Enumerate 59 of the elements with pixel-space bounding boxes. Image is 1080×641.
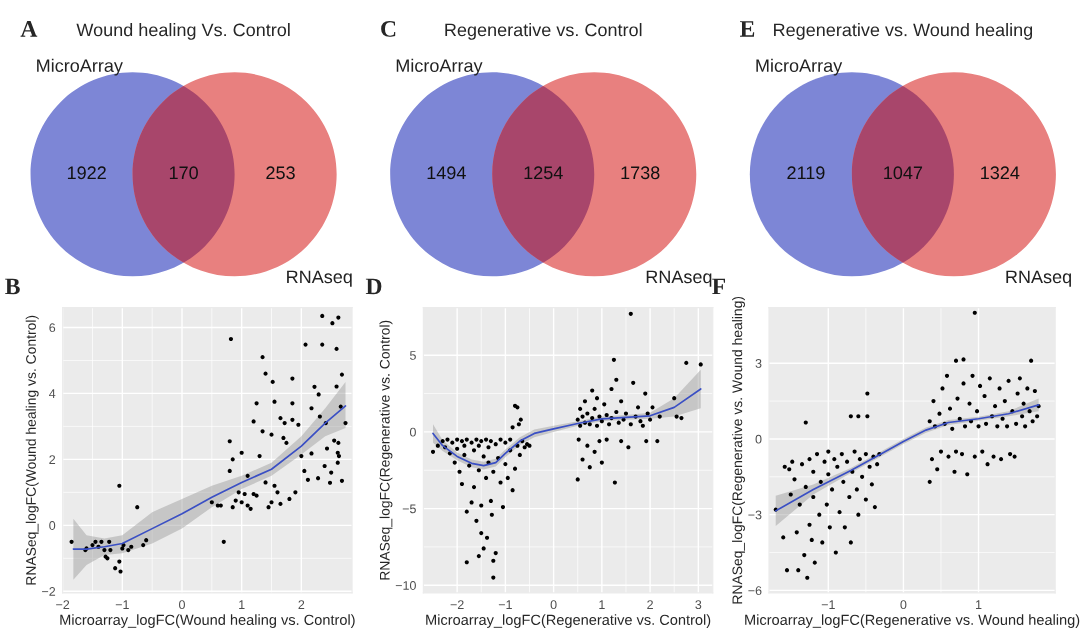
text: D [365,278,382,295]
data-label: 2119 [787,166,825,180]
x-tick-label: −2 [450,600,464,609]
line-series [774,404,1040,512]
text: Wound healing Vs. Control [76,23,290,40]
category-label: RNAseq [1006,270,1071,287]
data-label: 1047 [884,166,923,180]
y-axis-title: RNASeq_logFC(Wound healing vs. Control) [25,315,39,585]
y-tick-label: −10 [395,581,416,590]
x-tick-label: 1 [239,600,245,609]
x-axis-title: Microarray_logFC(Regenerative vs. Wound healing) [745,614,1080,628]
category-label: MicroArray [396,58,483,76]
text: Regenerative vs. Control [445,23,642,40]
text: Regenerative vs. Wound healing [774,23,1033,40]
x-tick-label: 2 [647,600,653,609]
text: A [20,21,38,37]
line-series [432,388,702,467]
x-tick-label: 1 [599,600,605,609]
data-label: 1254 [524,166,563,180]
category-label: RNAseq [646,270,712,287]
y-tick-label: 6 [49,323,56,333]
x-tick-label: 2 [298,600,305,609]
category-label: MicroArray [37,58,123,76]
text: B [5,278,20,295]
y-tick-label: −6 [748,586,762,596]
x-tick-label: −2 [56,600,70,609]
x-tick-label: 1 [976,600,982,609]
data-label: 1738 [621,166,660,180]
y-tick-label: 3 [755,359,762,368]
y-tick-label: 2 [49,455,56,464]
data-label: 170 [169,166,198,180]
x-tick-label: 0 [550,600,557,610]
y-axis-title: RNASeq_logFC(Regenerative vs. Wound healing) [732,296,745,604]
y-tick-label: 4 [49,389,56,398]
x-tick-label: 0 [179,600,185,610]
x-axis-title: Microarray_logFC(Regenerative vs. Control) [426,614,711,628]
y-tick-label: 0 [755,434,762,444]
category-label: MicroArray [756,58,843,76]
x-tick-label: −1 [115,600,129,609]
data-label: 1922 [67,166,106,180]
data-label: 253 [266,166,295,180]
data-label: 1494 [427,166,466,180]
y-tick-label: −5 [402,504,416,514]
category-label: RNAseq [287,270,352,287]
x-tick-label: 0 [900,600,907,610]
text: C [381,21,396,37]
x-axis-title: Microarray_logFC(Wound healing vs. Control) [60,614,355,628]
y-tick-label: −3 [748,510,762,520]
text: E [740,21,755,37]
y-tick-label: 5 [409,351,416,360]
y-tick-label: −2 [42,587,56,596]
y-tick-label: 0 [409,427,416,437]
text: F [712,278,726,295]
data-label: 1324 [981,166,1020,180]
y-axis-title: RNASeq_logFC(Regenerative vs. Control) [379,320,393,580]
y-tick-label: 0 [49,521,56,530]
x-tick-label: 3 [695,600,702,610]
x-tick-label: −1 [498,600,512,609]
x-tick-label: −1 [821,600,835,609]
